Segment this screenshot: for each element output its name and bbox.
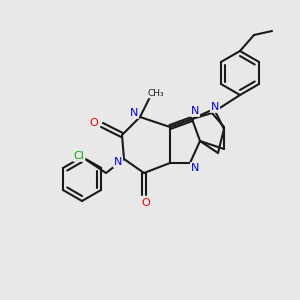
Text: CH₃: CH₃ xyxy=(148,88,164,98)
Text: Cl: Cl xyxy=(74,151,85,161)
Text: N: N xyxy=(211,102,219,112)
Text: O: O xyxy=(142,198,150,208)
Text: O: O xyxy=(90,118,98,128)
Text: N: N xyxy=(191,106,199,116)
Text: N: N xyxy=(130,108,138,118)
Text: N: N xyxy=(191,163,199,173)
Text: N: N xyxy=(114,157,122,167)
